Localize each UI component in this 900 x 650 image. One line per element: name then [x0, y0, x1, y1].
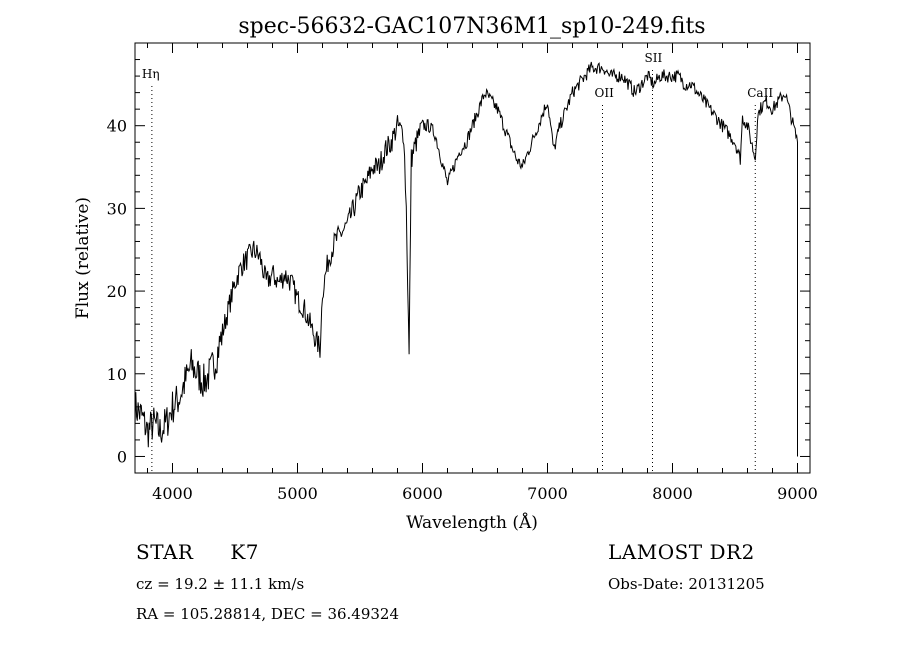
object-subclass: K7	[230, 540, 259, 564]
spectrum-series-line	[134, 61, 798, 457]
x-tick-label: 5000	[277, 484, 318, 503]
y-tick-label: 10	[107, 365, 127, 384]
sky-coordinates: RA = 105.28814, DEC = 36.49324	[136, 605, 400, 623]
axis-ticks: 4000 5000 6000 7000 8000 9000 0 10 20 30 40	[107, 43, 818, 503]
plot-frame	[134, 42, 811, 474]
y-tick-label: 0	[117, 447, 127, 466]
annotation-label: Hη	[142, 67, 160, 81]
y-tick-label: 40	[107, 117, 127, 136]
x-tick-label: 9000	[777, 484, 818, 503]
annotation-label: CaII	[747, 86, 773, 100]
x-tick-label: 7000	[527, 484, 568, 503]
x-tick-label: 8000	[652, 484, 693, 503]
spectrum-chart: spec-56632-GAC107N36M1_sp10-249.fits 400…	[73, 14, 818, 533]
x-axis-label: Wavelength (Å)	[406, 512, 538, 533]
chart-title: spec-56632-GAC107N36M1_sp10-249.fits	[238, 14, 705, 39]
x-tick-label: 4000	[152, 484, 193, 503]
object-class: STAR	[136, 540, 194, 564]
redshift-cz: cz = 19.2 ± 11.1 km/s	[136, 575, 305, 593]
y-tick-label: 30	[107, 199, 127, 218]
observation-date: Obs-Date: 20131205	[608, 575, 765, 593]
annotation-label: SII	[645, 51, 663, 65]
line-annotations: Hη OII SII CaII	[142, 51, 773, 473]
survey-name: LAMOST DR2	[608, 540, 755, 564]
annotation-label: OII	[595, 86, 615, 100]
y-axis-label: Flux (relative)	[73, 197, 93, 319]
y-tick-label: 20	[107, 282, 127, 301]
x-tick-label: 6000	[402, 484, 443, 503]
